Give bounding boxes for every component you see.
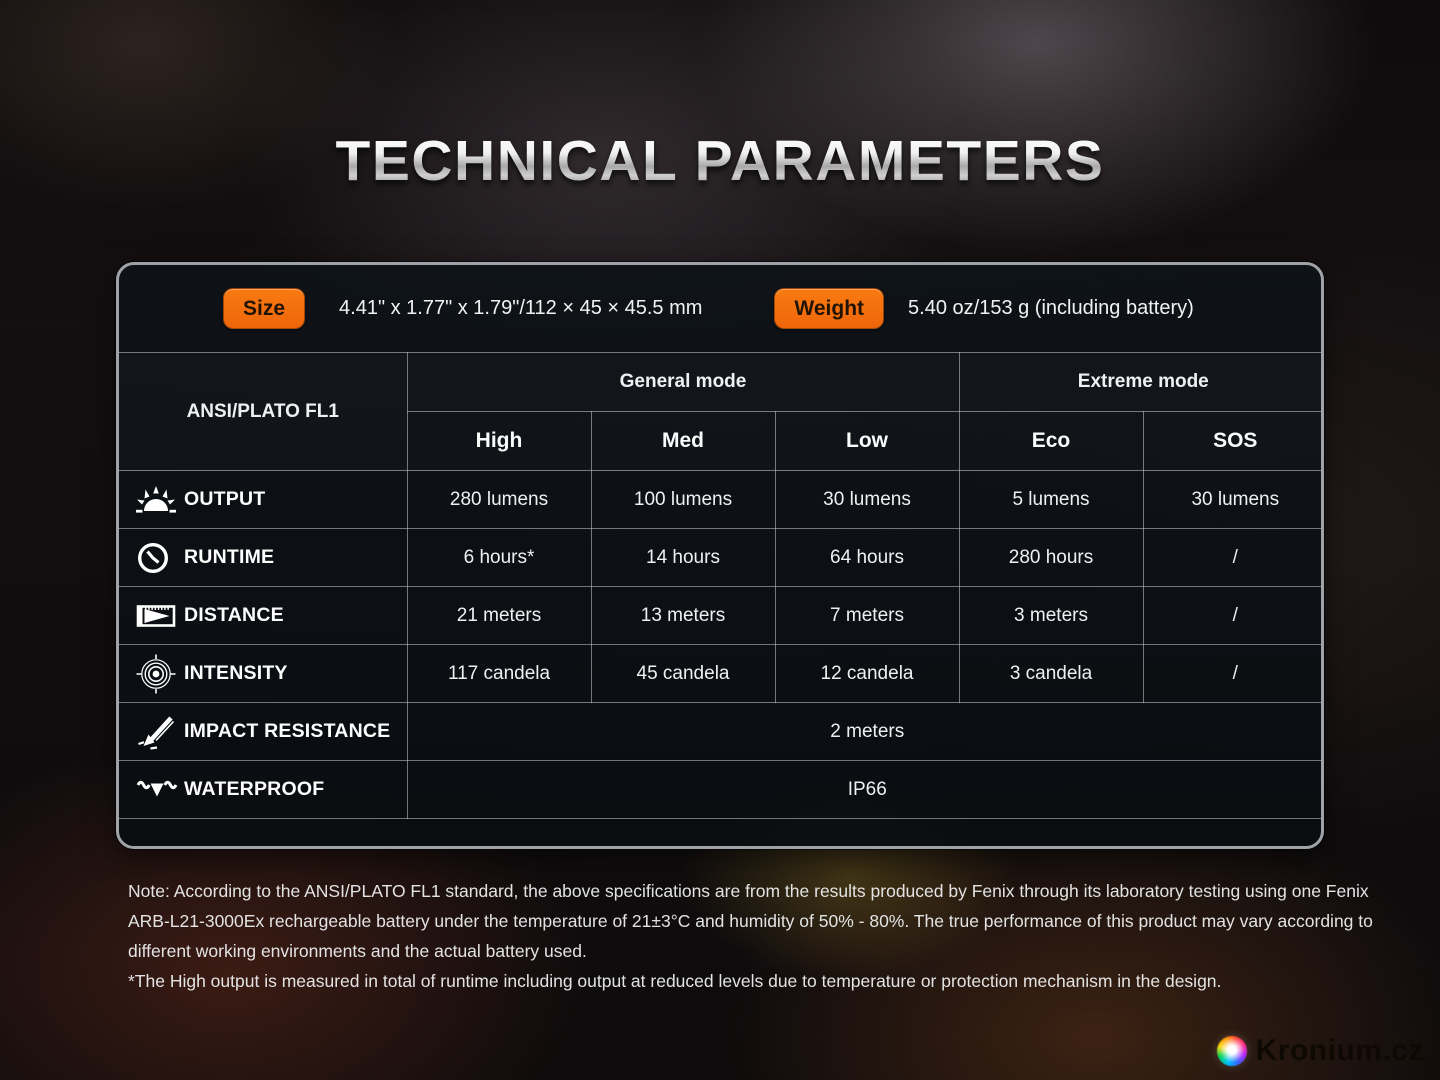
distance-label: DISTANCE bbox=[184, 604, 284, 626]
output-sos-value: 30 lumens bbox=[1142, 470, 1321, 529]
standard-label: ANSI/PLATO FL1 bbox=[119, 352, 408, 471]
output-low-value: 30 lumens bbox=[774, 470, 960, 529]
impact-label: IMPACT RESISTANCE bbox=[184, 720, 391, 742]
runtime-high-value: 6 hours* bbox=[406, 528, 592, 587]
footnote-line: *The High output is measured in total of… bbox=[128, 971, 1222, 991]
weight-value: 5.40 oz/153 g (including battery) bbox=[908, 297, 1194, 319]
distance-sos-value: / bbox=[1142, 586, 1321, 645]
intensity-label: INTENSITY bbox=[184, 662, 288, 684]
spec-table: ANSI/PLATO FL1 General mode Extreme mode… bbox=[119, 352, 1321, 819]
runtime-icon bbox=[136, 541, 184, 575]
impact-resistance-icon bbox=[136, 714, 184, 750]
col-header-sos: SOS bbox=[1142, 411, 1321, 471]
watermark-text: Kronium.cz bbox=[1255, 1034, 1424, 1067]
distance-eco-value: 3 meters bbox=[958, 586, 1144, 645]
impact-value: 2 meters bbox=[406, 702, 1321, 761]
runtime-med-value: 14 hours bbox=[590, 528, 776, 587]
distance-label-cell: DISTANCE bbox=[119, 586, 408, 645]
size-value: 4.41" x 1.77" x 1.79"/112 × 45 × 45.5 mm bbox=[339, 297, 703, 319]
runtime-sos-value: / bbox=[1142, 528, 1321, 587]
impact-label-cell: IMPACT RESISTANCE bbox=[119, 702, 408, 761]
intensity-med-value: 45 candela bbox=[590, 644, 776, 703]
waterproof-value: IP66 bbox=[406, 760, 1321, 819]
output-icon bbox=[136, 485, 184, 515]
waterproof-label-cell: WATERPROOF bbox=[119, 760, 408, 819]
table-row-impact: IMPACT RESISTANCE 2 meters bbox=[119, 702, 1321, 761]
table-row-output: OUTPUT 280 lumens 100 lumens 30 lumens 5… bbox=[119, 470, 1321, 529]
footnote-line: ARB-L21-3000Ex rechargeable battery unde… bbox=[128, 911, 1373, 931]
general-mode-header: General mode bbox=[406, 352, 960, 412]
kronium-logo-icon bbox=[1216, 1036, 1247, 1066]
waterproof-label: WATERPROOF bbox=[184, 778, 325, 800]
distance-med-value: 13 meters bbox=[590, 586, 776, 645]
intensity-eco-value: 3 candela bbox=[958, 644, 1144, 703]
table-row-distance: DISTANCE 21 meters 13 meters 7 meters 3 … bbox=[119, 586, 1321, 645]
runtime-label-cell: RUNTIME bbox=[119, 528, 408, 587]
col-header-med: Med bbox=[590, 411, 776, 471]
extreme-mode-header: Extreme mode bbox=[958, 352, 1321, 412]
runtime-label: RUNTIME bbox=[184, 546, 275, 568]
table-row-intensity: INTENSITY 117 candela 45 candela 12 cand… bbox=[119, 644, 1321, 703]
weight-badge: Weight bbox=[774, 288, 885, 329]
watermark: Kronium.cz bbox=[1216, 1034, 1424, 1068]
col-header-eco: Eco bbox=[958, 411, 1144, 471]
intensity-label-cell: INTENSITY bbox=[119, 644, 408, 703]
output-label: OUTPUT bbox=[184, 488, 266, 510]
spec-panel: Size 4.41" x 1.77" x 1.79"/112 × 45 × 45… bbox=[116, 262, 1324, 849]
runtime-eco-value: 280 hours bbox=[958, 528, 1144, 587]
output-label-cell: OUTPUT bbox=[119, 470, 408, 529]
runtime-low-value: 64 hours bbox=[774, 528, 960, 587]
col-header-high: High bbox=[407, 411, 592, 471]
col-header-low: Low bbox=[774, 411, 960, 471]
output-med-value: 100 lumens bbox=[590, 470, 776, 529]
dimensions-row: Size 4.41" x 1.77" x 1.79"/112 × 45 × 45… bbox=[119, 265, 1321, 352]
page-title: TECHNICAL PARAMETERS bbox=[0, 128, 1440, 194]
footnotes: Note: According to the ANSI/PLATO FL1 st… bbox=[128, 876, 1373, 996]
output-eco-value: 5 lumens bbox=[958, 470, 1144, 529]
size-badge: Size bbox=[223, 288, 306, 329]
distance-low-value: 7 meters bbox=[774, 586, 960, 645]
intensity-sos-value: / bbox=[1142, 644, 1321, 703]
intensity-icon bbox=[136, 654, 184, 694]
output-high-value: 280 lumens bbox=[406, 470, 592, 529]
footnote-line: Note: According to the ANSI/PLATO FL1 st… bbox=[128, 881, 1369, 901]
intensity-low-value: 12 candela bbox=[774, 644, 960, 703]
footnote-line: different working environments and the a… bbox=[128, 941, 587, 961]
waterproof-icon bbox=[136, 777, 184, 803]
intensity-high-value: 117 candela bbox=[406, 644, 592, 703]
distance-high-value: 21 meters bbox=[406, 586, 592, 645]
table-row-runtime: RUNTIME 6 hours* 14 hours 64 hours 280 h… bbox=[119, 528, 1321, 587]
table-row-waterproof: WATERPROOF IP66 bbox=[119, 760, 1321, 819]
distance-icon bbox=[136, 603, 184, 629]
